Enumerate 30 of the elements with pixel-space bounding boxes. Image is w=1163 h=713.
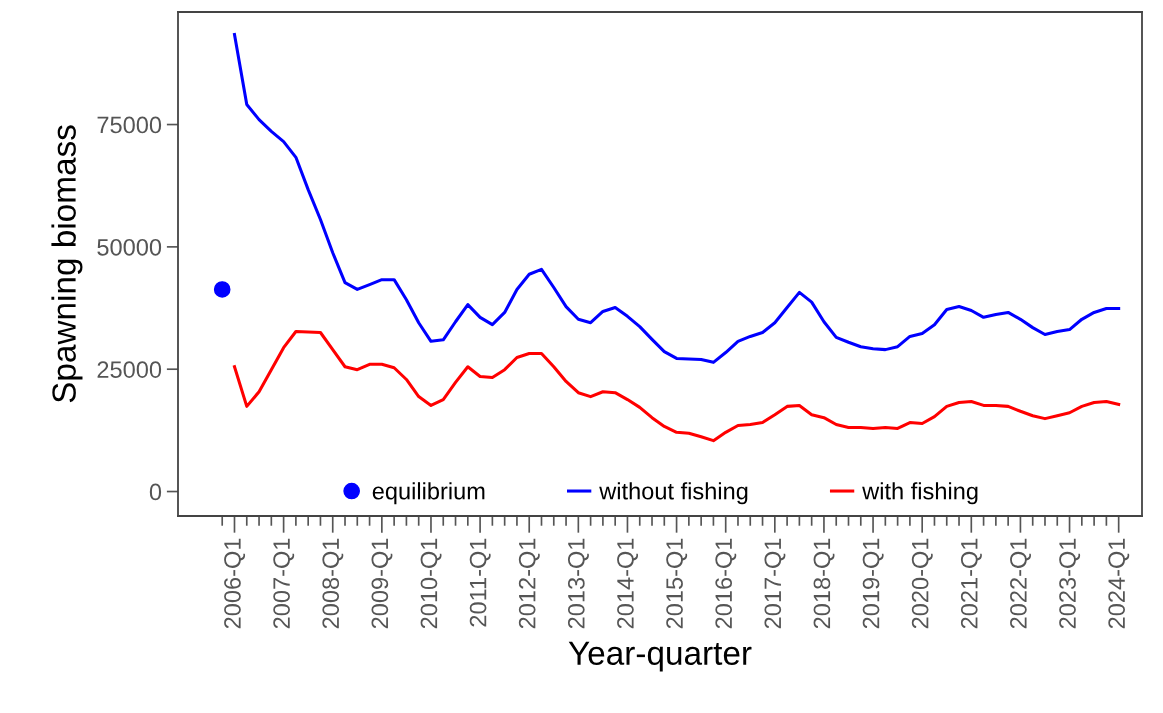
y-tick-label: 0 <box>149 483 162 501</box>
x-tick-label: 2024-Q1 <box>1108 538 1130 629</box>
x-tick-label: 2019-Q1 <box>862 538 884 629</box>
y-tick-label: 75000 <box>97 116 162 134</box>
x-tick-label: 2013-Q1 <box>567 538 589 629</box>
x-tick-label: 2023-Q1 <box>1059 538 1081 629</box>
x-tick-label: 2007-Q1 <box>273 538 295 629</box>
x-tick-label: 2008-Q1 <box>322 538 344 629</box>
x-tick-label: 2014-Q1 <box>617 538 639 629</box>
y-tick-label: 50000 <box>97 238 162 256</box>
x-tick-label: 2021-Q1 <box>960 538 982 629</box>
x-axis-title: Year-quarter <box>568 641 752 672</box>
x-tick-label: 2017-Q1 <box>764 538 786 629</box>
y-tick-label: 25000 <box>97 361 162 378</box>
x-tick-label: 2009-Q1 <box>371 538 393 629</box>
legend-label: with fishing <box>862 482 978 505</box>
x-tick-label: 2011-Q1 <box>469 538 491 627</box>
legend-label: equilibrium <box>372 482 485 505</box>
legend-label: without fishing <box>599 482 748 505</box>
line-series <box>232 330 1121 443</box>
x-tick-label: 2018-Q1 <box>813 538 835 629</box>
x-tick-label: 2022-Q1 <box>1010 538 1031 629</box>
y-axis-title: Spawning biomass <box>51 125 83 403</box>
line-series <box>232 32 1121 364</box>
x-tick-label: 2012-Q1 <box>518 538 540 629</box>
x-tick-label: 2020-Q1 <box>911 538 933 629</box>
x-tick-label: 2015-Q1 <box>666 538 688 629</box>
x-tick-label: 2010-Q1 <box>420 538 442 629</box>
x-tick-label: 2016-Q1 <box>715 538 737 629</box>
x-tick-label: 2006-Q1 <box>224 538 246 629</box>
